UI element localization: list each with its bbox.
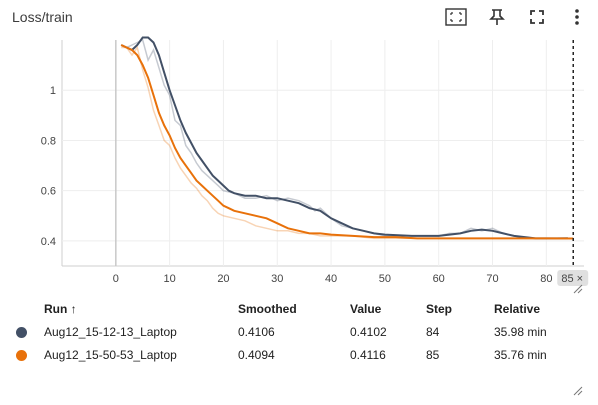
col-step-header[interactable]: Step xyxy=(426,302,453,316)
x-tick-label: 0 xyxy=(113,273,119,285)
runs-table: Run ↑ Smoothed Value Step Relative Aug12… xyxy=(8,298,584,366)
series-smoothed-line xyxy=(120,44,574,240)
run-value: 0.4102 xyxy=(350,324,387,339)
x-tick-label: 50 xyxy=(379,273,391,285)
run-relative: 35.76 min xyxy=(494,347,547,362)
run-relative: 35.98 min xyxy=(494,324,547,339)
loss-chart[interactable]: 0.40.60.810 10 20 30 40 50 60 70 80 85 × xyxy=(0,30,598,292)
x-tick-label: 40 xyxy=(325,273,337,285)
run-name: Aug12_15-12-13_Laptop xyxy=(44,324,177,339)
pin-icon[interactable] xyxy=(486,6,508,28)
fullscreen-icon[interactable] xyxy=(526,6,548,28)
col-relative-header[interactable]: Relative xyxy=(494,302,541,316)
hover-step-badge xyxy=(557,270,589,286)
hover-step-label: 85 × xyxy=(561,273,583,285)
col-smoothed-header[interactable]: Smoothed xyxy=(238,302,297,316)
x-tick-label: 10 xyxy=(164,273,176,285)
x-tick-label: 20 xyxy=(217,273,229,285)
col-value-header[interactable]: Value xyxy=(350,302,382,316)
run-step: 84 xyxy=(426,324,440,339)
table-row: Aug12_15-50-53_Laptop 0.4094 0.4116 85 3… xyxy=(8,343,584,366)
x-tick-label: 80 xyxy=(540,273,552,285)
table-row: Aug12_15-12-13_Laptop 0.4106 0.4102 84 3… xyxy=(8,320,584,343)
x-tick-label: 30 xyxy=(271,273,283,285)
more-vert-icon[interactable] xyxy=(566,6,588,28)
col-run-header[interactable]: Run ↑ xyxy=(44,302,77,316)
run-step: 85 xyxy=(426,347,440,362)
run-color-dot xyxy=(16,326,27,338)
resize-handle-icon[interactable] xyxy=(573,284,583,294)
series-smoothed-line xyxy=(120,36,568,240)
run-color-dot xyxy=(16,349,27,361)
run-smoothed: 0.4106 xyxy=(238,324,275,339)
x-tick-label: 70 xyxy=(486,273,498,285)
y-tick-label: 0.8 xyxy=(41,135,56,147)
y-tick-label: 0.4 xyxy=(41,236,56,248)
y-tick-label: 0.6 xyxy=(41,186,56,198)
series-raw-line xyxy=(121,45,574,240)
run-smoothed: 0.4094 xyxy=(238,347,275,362)
resize-handle-icon[interactable] xyxy=(573,386,583,396)
chart-title: Loss/train xyxy=(12,9,73,25)
run-name: Aug12_15-50-53_Laptop xyxy=(44,347,177,362)
fit-domain-icon[interactable] xyxy=(445,6,467,28)
run-value: 0.4116 xyxy=(350,347,386,362)
x-tick-label: 60 xyxy=(433,273,445,285)
y-tick-label: 1 xyxy=(50,85,56,97)
